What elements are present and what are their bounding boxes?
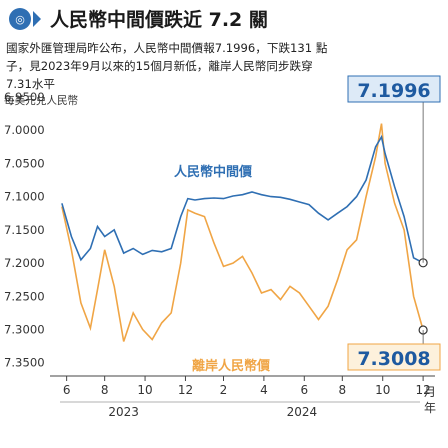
y-tick-label: 7.0500 xyxy=(4,156,45,170)
x-tick-label: 4 xyxy=(260,383,268,397)
x-tick-label: 8 xyxy=(101,383,109,397)
series-label-onshore: 人民幣中間價 xyxy=(174,164,253,180)
x-tick-label: 12 xyxy=(178,383,193,397)
x-tick-label: 6 xyxy=(300,383,308,397)
y-tick-label: 6.9500 xyxy=(4,90,45,104)
x-tick-label: 2 xyxy=(220,383,228,397)
y-tick-label: 7.0000 xyxy=(4,123,45,137)
y-tick-label: 7.3000 xyxy=(4,323,45,337)
plot-area xyxy=(50,102,435,377)
y-axis: 6.9500 7.0000 7.0500 7.1000 7.1500 7.2000 7.25… xyxy=(4,90,45,370)
series-line-offshore xyxy=(61,123,424,342)
y-tick-label: 7.3500 xyxy=(4,356,45,370)
x-tick-label: 8 xyxy=(338,383,346,397)
x-tick-label: 10 xyxy=(137,383,152,397)
subtitle-line-1: 國家外匯管理局昨公布，人民幣中間價報7.1996，下跌131 點 xyxy=(6,41,328,55)
y-tick-label: 7.1500 xyxy=(4,223,45,237)
header-badge-icon: ◎ xyxy=(9,8,41,30)
year-label: 2023 xyxy=(108,405,139,419)
y-tick-label: 7.2000 xyxy=(4,256,45,270)
y-tick-label: 7.1000 xyxy=(4,190,45,204)
year-label: 2024 xyxy=(287,405,318,419)
subtitle-line-2: 子，見2023年9月以來的15個月新低，離岸人民幣同步跌穿 xyxy=(6,59,313,73)
year-labels: 2023 2024 xyxy=(108,405,317,419)
y-tick-label: 7.2500 xyxy=(4,289,45,303)
x-tick-label: 12 xyxy=(415,383,430,397)
x-unit-month: 月 xyxy=(424,385,436,399)
callout-offshore-value: 7.3008 xyxy=(357,348,430,370)
series-line-onshore xyxy=(61,134,424,264)
subtitle-line-3: 7.31水平 xyxy=(6,77,55,91)
chart-title: 人民幣中間價跌近 7.2 關 xyxy=(50,8,268,31)
callout-onshore-value: 7.1996 xyxy=(357,80,430,102)
y-unit-label: 每美元兑人民幣 xyxy=(4,94,79,107)
callout-box-offshore xyxy=(347,343,441,371)
series-label-offshore: 離岸人民幣價 xyxy=(192,358,271,374)
x-tick-label: 10 xyxy=(375,383,390,397)
svg-text:◎: ◎ xyxy=(15,13,25,26)
x-unit-year: 年 xyxy=(424,401,436,415)
x-axis: 6 8 10 12 2 4 6 8 10 12 xyxy=(63,376,431,397)
x-tick-label: 6 xyxy=(63,383,71,397)
callout-box-onshore xyxy=(347,75,441,103)
